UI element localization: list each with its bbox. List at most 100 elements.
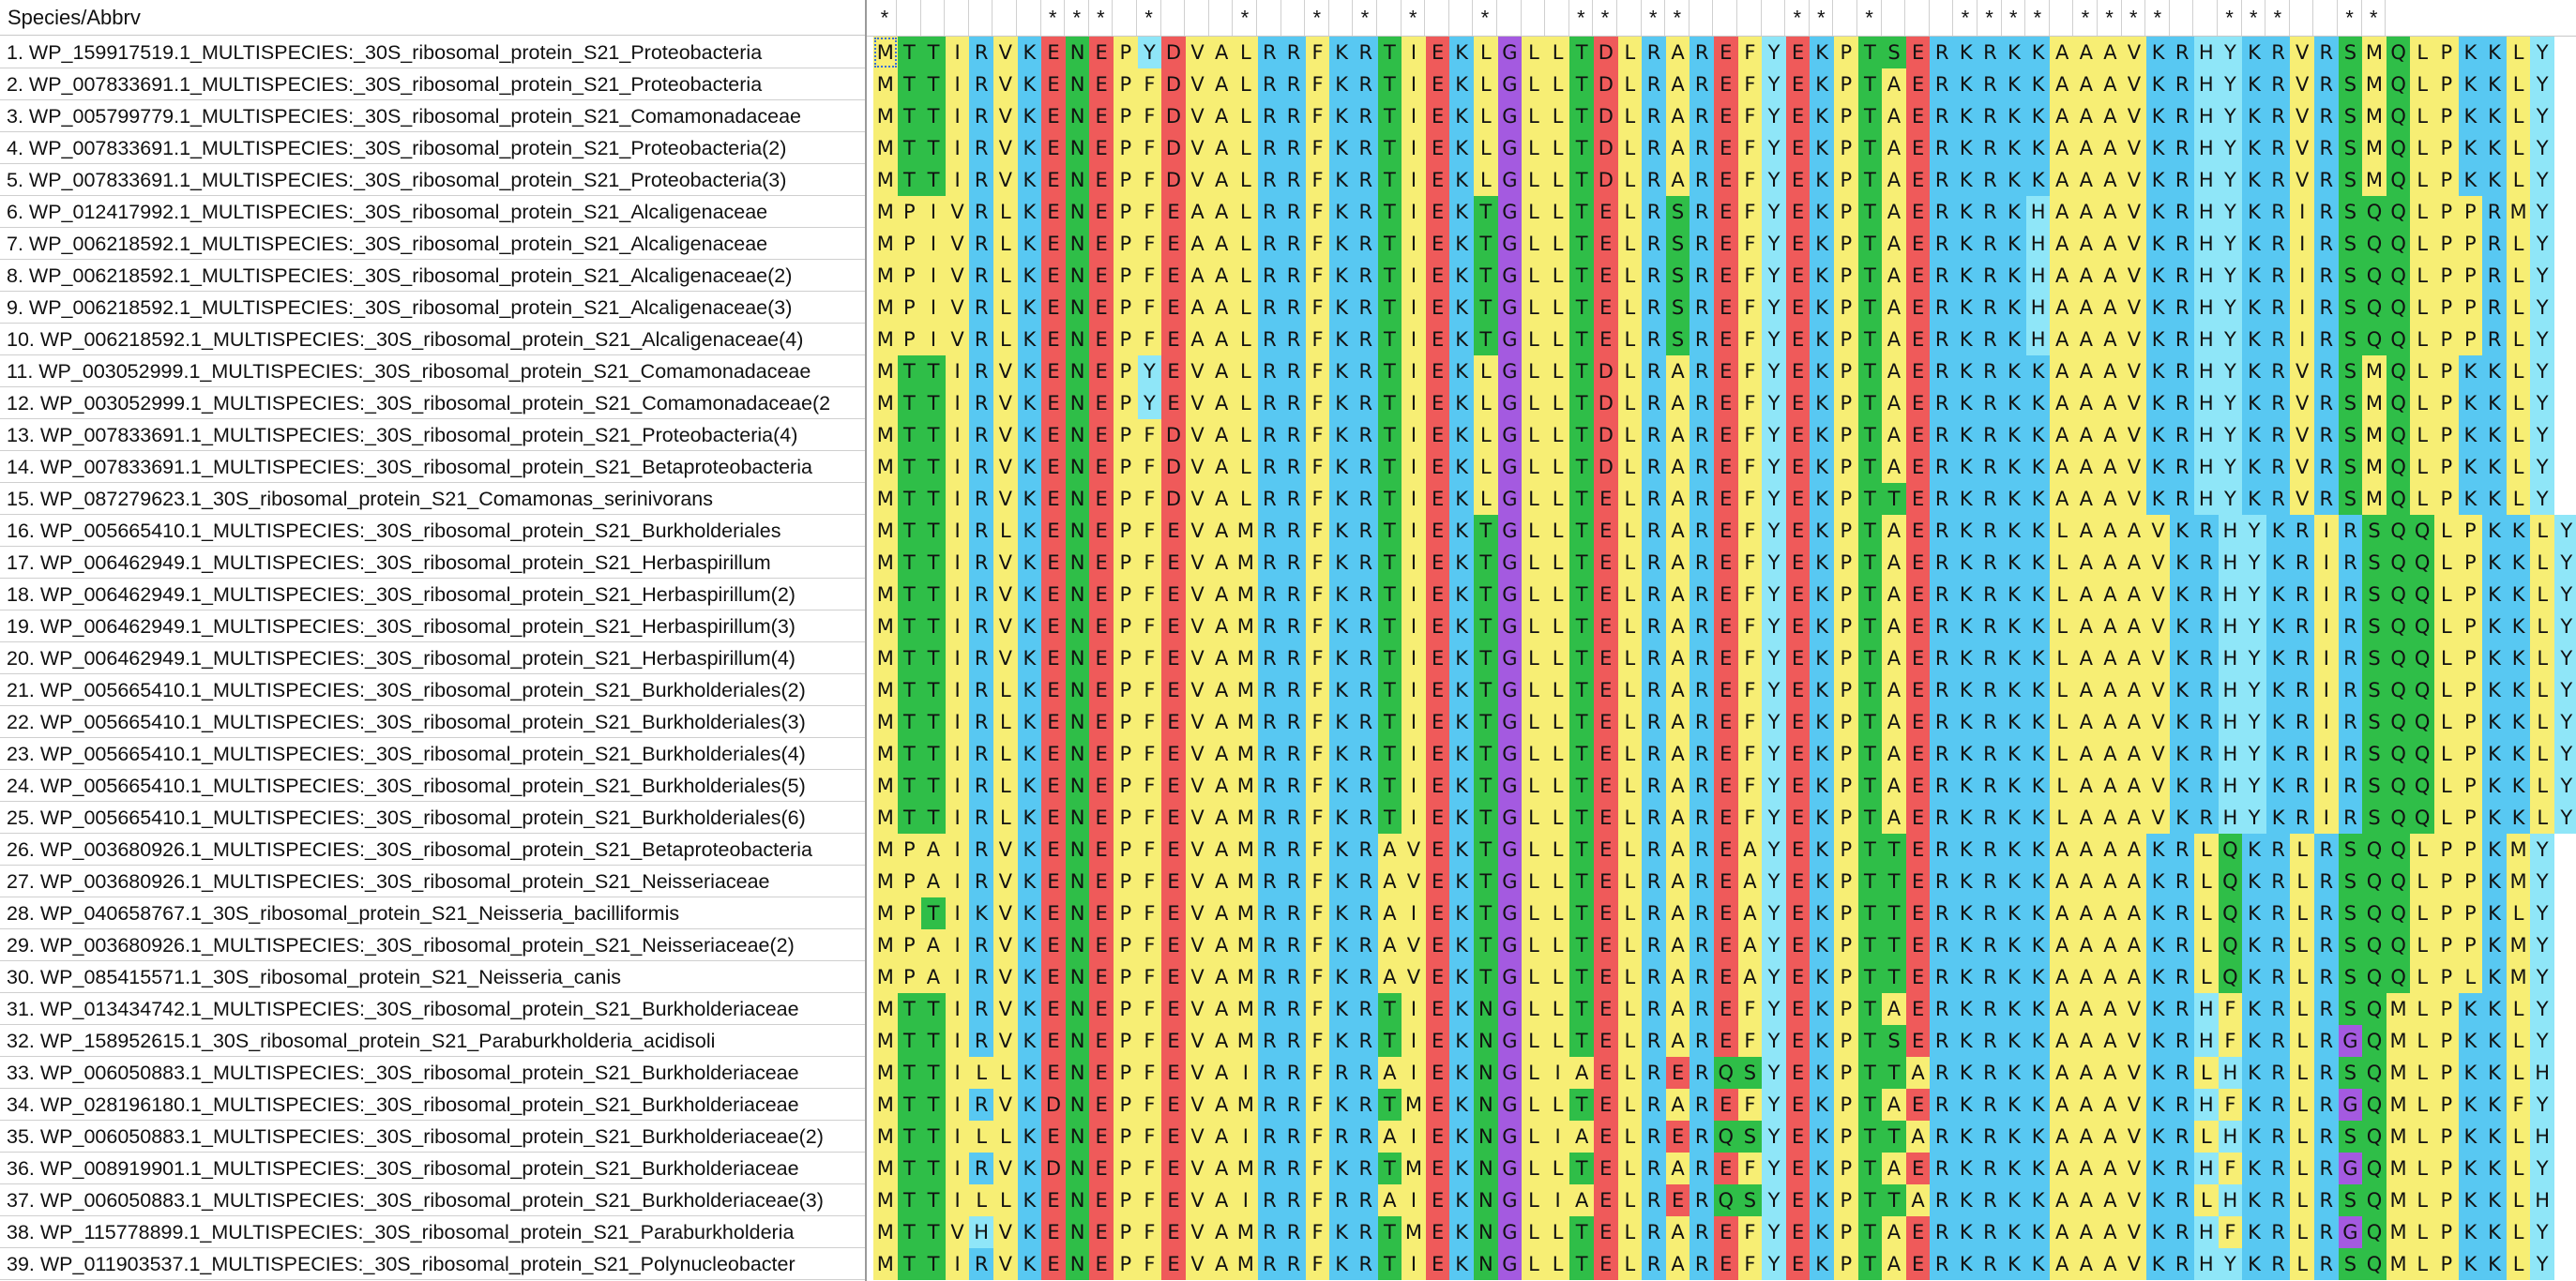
residue-cell[interactable]: L: [993, 515, 1018, 547]
residue-cell[interactable]: T: [1569, 228, 1594, 260]
residue-cell[interactable]: K: [1449, 770, 1474, 802]
residue-cell[interactable]: K: [1017, 610, 1042, 642]
residue-cell[interactable]: R: [1977, 292, 2003, 324]
residue-cell[interactable]: R: [1930, 260, 1954, 292]
residue-cell[interactable]: K: [2025, 37, 2051, 68]
residue-cell[interactable]: V: [1185, 132, 1210, 164]
residue-cell[interactable]: E: [1161, 897, 1186, 929]
residue-cell[interactable]: P: [1834, 324, 1858, 355]
residue-cell[interactable]: R: [1977, 260, 2003, 292]
residue-cell[interactable]: L: [993, 260, 1018, 292]
residue-cell[interactable]: R: [2314, 292, 2339, 324]
residue-cell[interactable]: K: [2242, 68, 2266, 100]
residue-cell[interactable]: Y: [2530, 1248, 2554, 1280]
residue-cell[interactable]: L: [1545, 483, 1570, 515]
residue-cell[interactable]: A: [2050, 483, 2074, 515]
residue-cell[interactable]: G: [1497, 897, 1523, 929]
residue-cell[interactable]: T: [1474, 324, 1498, 355]
residue-cell[interactable]: R: [1281, 834, 1306, 866]
residue-cell[interactable]: F: [1305, 1057, 1330, 1089]
residue-cell[interactable]: L: [2506, 387, 2531, 419]
residue-cell[interactable]: R: [969, 547, 993, 579]
residue-cell[interactable]: R: [1354, 37, 1378, 68]
residue-cell[interactable]: L: [2434, 642, 2459, 674]
residue-cell[interactable]: A: [1209, 738, 1234, 770]
residue-cell[interactable]: R: [1690, 834, 1714, 866]
residue-cell[interactable]: Q: [2362, 324, 2387, 355]
residue-cell[interactable]: R: [1281, 1057, 1306, 1089]
residue-cell[interactable]: R: [2194, 610, 2219, 642]
residue-cell[interactable]: A: [2098, 260, 2123, 292]
residue-cell[interactable]: L: [2290, 834, 2314, 866]
residue-cell[interactable]: P: [2434, 1216, 2459, 1248]
residue-cell[interactable]: A: [2074, 770, 2099, 802]
residue-cell[interactable]: L: [2410, 387, 2434, 419]
residue-cell[interactable]: P: [1834, 738, 1858, 770]
residue-cell[interactable]: E: [1161, 1121, 1186, 1153]
residue-cell[interactable]: T: [1882, 483, 1906, 515]
residue-cell[interactable]: L: [2050, 547, 2074, 579]
residue-cell[interactable]: K: [2482, 706, 2507, 738]
residue-cell[interactable]: I: [1234, 1057, 1258, 1089]
residue-cell[interactable]: A: [2098, 547, 2123, 579]
residue-cell[interactable]: R: [1642, 355, 1666, 387]
residue-cell[interactable]: Q: [2386, 961, 2411, 993]
residue-cell[interactable]: T: [1377, 260, 1402, 292]
residue-cell[interactable]: R: [1690, 1216, 1714, 1248]
species-name-row[interactable]: 18. WP_006462949.1_MULTISPECIES:_30S_rib…: [0, 579, 865, 610]
residue-cell[interactable]: E: [1905, 579, 1931, 610]
residue-cell[interactable]: H: [2218, 579, 2243, 610]
residue-cell[interactable]: A: [1665, 515, 1690, 547]
residue-cell[interactable]: N: [1065, 1184, 1090, 1216]
residue-cell[interactable]: K: [2002, 961, 2026, 993]
residue-cell[interactable]: F: [1137, 324, 1162, 355]
residue-cell[interactable]: Y: [1762, 419, 1786, 451]
residue-cell[interactable]: R: [2314, 866, 2339, 897]
residue-cell[interactable]: K: [1954, 260, 1978, 292]
residue-cell[interactable]: E: [1041, 1025, 1066, 1057]
residue-cell[interactable]: K: [2482, 642, 2507, 674]
residue-cell[interactable]: T: [1569, 738, 1594, 770]
residue-cell[interactable]: R: [1977, 738, 2003, 770]
residue-cell[interactable]: A: [1665, 419, 1690, 451]
residue-cell[interactable]: K: [1954, 738, 1978, 770]
species-name-row[interactable]: 33. WP_006050883.1_MULTISPECIES:_30S_rib…: [0, 1057, 865, 1089]
residue-cell[interactable]: L: [2050, 674, 2074, 706]
residue-cell[interactable]: L: [2194, 897, 2219, 929]
residue-cell[interactable]: E: [1161, 1216, 1186, 1248]
residue-cell[interactable]: K: [2482, 355, 2507, 387]
residue-cell[interactable]: T: [921, 37, 946, 68]
residue-cell[interactable]: T: [897, 706, 922, 738]
residue-cell[interactable]: A: [1882, 419, 1906, 451]
residue-cell[interactable]: K: [2482, 1057, 2507, 1089]
residue-cell[interactable]: R: [2194, 515, 2219, 547]
residue-cell[interactable]: Y: [2530, 132, 2554, 164]
residue-cell[interactable]: A: [2050, 1121, 2074, 1153]
residue-cell[interactable]: E: [1905, 1216, 1931, 1248]
residue-cell[interactable]: P: [1114, 260, 1138, 292]
residue-cell[interactable]: L: [2530, 515, 2554, 547]
residue-cell[interactable]: K: [1449, 674, 1474, 706]
residue-cell[interactable]: P: [2434, 387, 2459, 419]
residue-cell[interactable]: I: [945, 866, 970, 897]
residue-cell[interactable]: D: [1161, 68, 1186, 100]
residue-cell[interactable]: R: [1690, 1248, 1714, 1280]
residue-cell[interactable]: T: [1857, 37, 1883, 68]
residue-cell[interactable]: R: [1281, 387, 1306, 419]
residue-cell[interactable]: K: [2002, 738, 2026, 770]
residue-cell[interactable]: K: [1329, 260, 1354, 292]
residue-cell[interactable]: V: [1185, 706, 1210, 738]
residue-cell[interactable]: V: [2122, 1057, 2146, 1089]
residue-cell[interactable]: T: [897, 164, 922, 196]
residue-cell[interactable]: K: [1329, 387, 1354, 419]
residue-cell[interactable]: E: [1905, 547, 1931, 579]
residue-cell[interactable]: R: [1257, 1025, 1282, 1057]
residue-cell[interactable]: Y: [2218, 68, 2243, 100]
residue-cell[interactable]: L: [1617, 196, 1643, 228]
residue-cell[interactable]: R: [1257, 164, 1282, 196]
residue-cell[interactable]: L: [1545, 1248, 1570, 1280]
residue-cell[interactable]: I: [945, 993, 970, 1025]
residue-cell[interactable]: R: [1642, 164, 1666, 196]
residue-cell[interactable]: K: [2482, 419, 2507, 451]
